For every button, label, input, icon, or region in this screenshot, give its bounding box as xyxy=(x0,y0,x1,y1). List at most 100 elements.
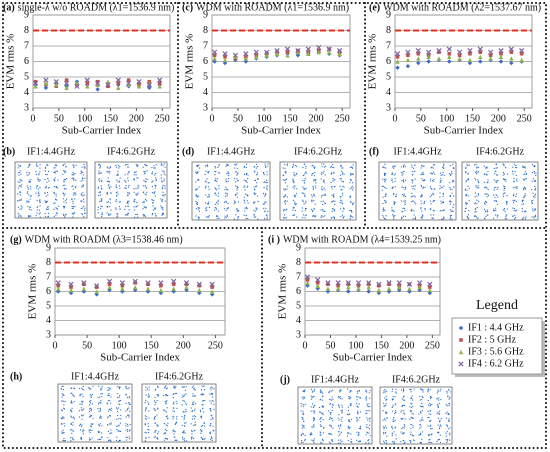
constellation-dot xyxy=(214,180,216,182)
constellation-dot xyxy=(331,409,333,412)
constellation-dot xyxy=(402,426,404,428)
constellation-dot xyxy=(256,195,259,197)
constellation-dot xyxy=(129,403,131,405)
constellation-dot xyxy=(328,410,330,412)
constellation-dot xyxy=(99,201,101,203)
constellation-dot xyxy=(209,400,211,402)
constellation-dot xyxy=(82,207,84,209)
constellation-dot xyxy=(148,386,150,388)
constellation-dot xyxy=(98,192,100,194)
constellation-dot xyxy=(412,399,414,401)
constellation-dot xyxy=(496,214,498,216)
constellation-dot xyxy=(210,402,212,404)
point xyxy=(85,81,90,85)
constellation-dot xyxy=(411,201,413,203)
constellation-dot xyxy=(163,172,165,174)
constellation-dot xyxy=(385,390,387,392)
constellation-dot xyxy=(478,182,480,184)
constellation-dot xyxy=(236,163,238,165)
constellation-dot xyxy=(63,417,65,419)
constellation-dot xyxy=(263,202,265,204)
constellation-dot xyxy=(246,172,248,175)
constellation-dot xyxy=(410,398,412,400)
constellation-dot xyxy=(101,432,103,434)
constellation-dot xyxy=(200,416,202,418)
constellation-dot xyxy=(55,170,57,172)
constellation-dot xyxy=(341,173,344,175)
y-tick-label: 9 xyxy=(386,9,391,20)
constellation-dot xyxy=(338,424,340,427)
constellation-dot xyxy=(234,178,236,180)
constellation-dot xyxy=(192,395,194,397)
constellation-dot xyxy=(35,215,37,217)
constellation-dot xyxy=(75,185,77,187)
constellation-dot xyxy=(202,438,204,441)
constellation-dot xyxy=(101,425,103,427)
constellation-dot xyxy=(393,210,395,212)
constellation-dot xyxy=(55,207,57,209)
constellation-dot xyxy=(243,196,245,198)
constellation-dot xyxy=(421,210,423,212)
constellation-dot xyxy=(90,409,92,412)
constellation-dot xyxy=(332,427,334,429)
constellation-dot xyxy=(368,403,370,405)
constellation-dot xyxy=(432,180,434,182)
constellation-dot xyxy=(81,186,83,188)
constellation-dot xyxy=(81,400,83,402)
constellation-dot xyxy=(128,415,130,417)
constellation-dot xyxy=(385,440,387,442)
chart-title: WDM with ROADM (λ3=1538.46 nm) xyxy=(25,234,183,245)
constellation-dot xyxy=(386,399,388,401)
constellation-dot xyxy=(503,187,505,190)
constellation-dot xyxy=(404,442,406,444)
constellation-dot xyxy=(155,388,157,390)
point xyxy=(115,77,121,83)
constellation-dot xyxy=(332,420,334,422)
constellation-dot xyxy=(115,407,117,409)
constellation-dot xyxy=(410,434,412,436)
y-axis-label: EVM rms % xyxy=(277,264,289,320)
constellation-dot xyxy=(107,181,109,183)
constellation-dot xyxy=(92,423,94,425)
constellation-dot xyxy=(182,438,184,440)
constellation-dot xyxy=(404,166,406,168)
constellation-dot xyxy=(98,179,100,181)
constellation-dot xyxy=(313,418,315,420)
constellation-dot xyxy=(128,193,130,195)
constellation-dot xyxy=(432,200,434,202)
constellation-dot xyxy=(391,178,393,180)
point xyxy=(406,53,410,58)
constellation-dot xyxy=(403,165,405,167)
constellation-dot xyxy=(80,438,82,440)
constellation-dot xyxy=(292,207,294,209)
constellation-dot xyxy=(118,388,121,390)
constellation-dot xyxy=(446,441,448,443)
constellation-dot xyxy=(349,421,351,423)
constellation-dot xyxy=(236,178,238,180)
constellation-dot xyxy=(352,164,354,166)
constellation-dot xyxy=(143,179,145,182)
constellation-dot xyxy=(82,177,84,179)
constellation-dot xyxy=(89,415,91,418)
constellation-dot xyxy=(439,192,441,194)
constellation-dot xyxy=(110,409,112,411)
constellation-dot xyxy=(411,416,413,418)
constellation-dot xyxy=(502,163,504,165)
constellation-dot xyxy=(487,171,489,173)
constellation-dot xyxy=(109,408,111,411)
constellation-dot xyxy=(531,180,533,182)
constellation-dot xyxy=(194,423,196,426)
constellation-dot xyxy=(136,165,138,167)
constellation-dot xyxy=(421,216,423,218)
constellation-dot xyxy=(524,218,526,220)
constellation-dot xyxy=(72,205,74,207)
constellation-dot xyxy=(474,216,476,218)
constellation-dot xyxy=(512,173,514,175)
constellation-dot xyxy=(421,164,423,166)
constellation-dot xyxy=(400,418,402,420)
constellation-dot xyxy=(320,442,322,444)
constellation-dot xyxy=(45,186,47,188)
constellation-dot xyxy=(148,395,150,397)
constellation-dot xyxy=(144,215,146,217)
constellation-dot xyxy=(437,405,439,408)
